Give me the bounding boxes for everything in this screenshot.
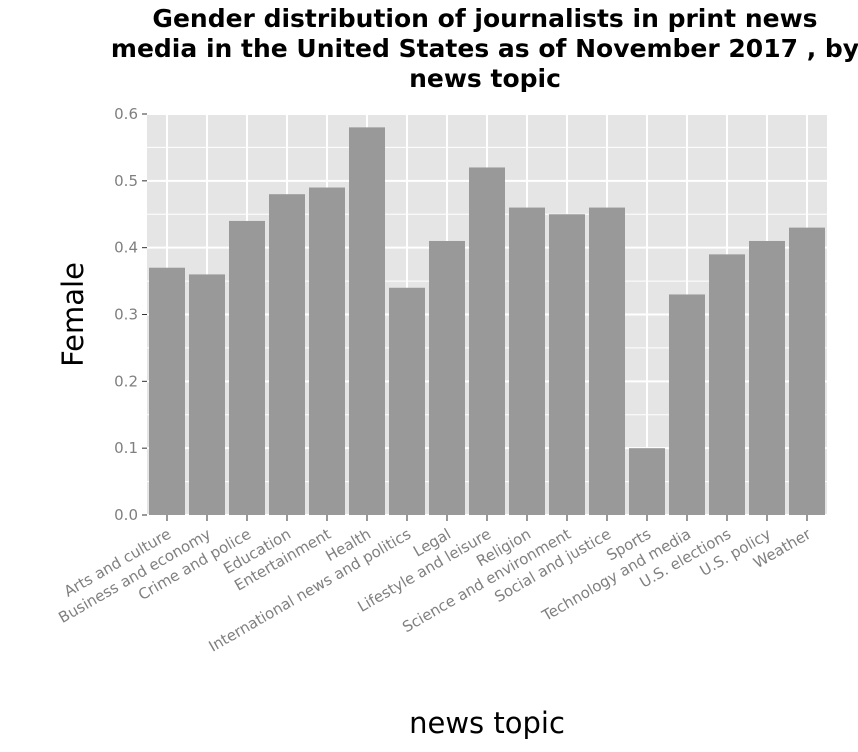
bar (149, 267, 185, 515)
bar (509, 207, 545, 516)
y-tick-label: 0.0 (114, 506, 138, 524)
bar (789, 227, 825, 515)
bar (349, 127, 385, 515)
bar (749, 240, 785, 515)
chart-title: Gender distribution of journalists in pr… (110, 4, 858, 93)
y-tick-label: 0.5 (114, 172, 138, 190)
bar (389, 287, 425, 515)
y-tick-label: 0.1 (114, 439, 138, 457)
y-tick-label: 0.3 (114, 306, 138, 324)
y-axis: 0.0 0.1 0.2 0.3 0.4 0.5 0.6 (114, 105, 147, 524)
bar (549, 214, 585, 515)
bar (589, 207, 625, 516)
bar (229, 220, 265, 515)
x-axis-label: news topic (409, 706, 565, 740)
bar (469, 167, 505, 515)
bar (189, 274, 225, 515)
bar (309, 187, 345, 515)
bar (709, 254, 745, 515)
bars (149, 127, 825, 516)
y-axis-label: Female (56, 262, 90, 367)
y-tick-label: 0.6 (114, 105, 138, 123)
bar (629, 448, 665, 515)
y-tick-label: 0.2 (114, 372, 138, 390)
bar (669, 294, 705, 515)
bar (269, 194, 305, 515)
y-tick-label: 0.4 (114, 239, 138, 257)
bar (429, 240, 465, 515)
